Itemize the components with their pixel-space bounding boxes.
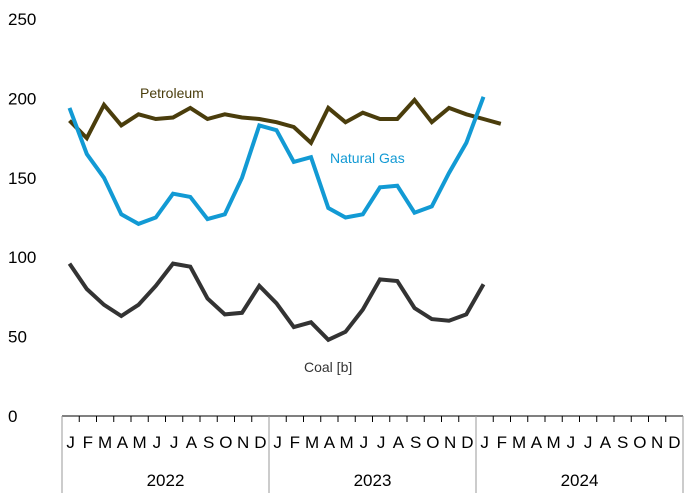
series-line-coal-b	[67, 261, 486, 343]
month-tick-label: A	[531, 433, 543, 452]
year-tick-label: 2023	[354, 471, 392, 490]
month-tick-label: D	[461, 433, 473, 452]
month-tick-label: A	[324, 433, 336, 452]
month-tick-label: N	[237, 433, 249, 452]
month-tick-label: M	[305, 433, 319, 452]
month-tick-label: J	[584, 433, 593, 452]
month-tick-label: M	[133, 433, 147, 452]
month-tick-label: J	[480, 433, 489, 452]
y-tick-label: 150	[8, 169, 36, 188]
month-tick-label: A	[393, 433, 405, 452]
month-tick-label: J	[567, 433, 576, 452]
y-tick-label: 250	[8, 10, 36, 29]
month-tick-label: M	[547, 433, 561, 452]
y-axis-tick-labels: 0 50 100 150 200 250	[8, 10, 36, 426]
month-tick-label: D	[254, 433, 266, 452]
month-tick-label: J	[153, 433, 162, 452]
month-tick-label: O	[426, 433, 439, 452]
y-tick-label: 200	[8, 89, 36, 108]
month-tick-label: M	[340, 433, 354, 452]
month-tick-label: J	[273, 433, 282, 452]
series-lines	[67, 96, 502, 343]
month-tick-label: F	[290, 433, 300, 452]
month-tick-label: N	[651, 433, 663, 452]
year-tick-label: 2022	[147, 471, 185, 490]
y-tick-label: 100	[8, 248, 36, 267]
month-tick-label: F	[497, 433, 507, 452]
month-tick-label: J	[377, 433, 386, 452]
month-tick-label: S	[617, 433, 628, 452]
series-label-coal: Coal [b]	[304, 359, 352, 375]
series-line-natural-gas	[67, 96, 486, 227]
month-tick-label: J	[360, 433, 369, 452]
month-tick-label: A	[600, 433, 612, 452]
month-tick-label: S	[203, 433, 214, 452]
month-tick-label: D	[668, 433, 680, 452]
month-tick-label: O	[633, 433, 646, 452]
month-tick-label: A	[117, 433, 129, 452]
month-tick-label: S	[410, 433, 421, 452]
y-tick-label: 50	[8, 328, 27, 347]
month-tick-label: A	[186, 433, 198, 452]
month-tick-label: J	[170, 433, 179, 452]
month-tick-label: M	[512, 433, 526, 452]
month-tick-label: N	[444, 433, 456, 452]
month-tick-label: J	[66, 433, 75, 452]
month-tick-label: F	[83, 433, 93, 452]
series-label-petroleum: Petroleum	[140, 85, 204, 101]
series-label-natural-gas: Natural Gas	[330, 150, 405, 166]
series-line-petroleum	[68, 96, 502, 147]
y-tick-label: 0	[8, 407, 17, 426]
year-tick-label: 2024	[561, 471, 599, 490]
month-tick-label: O	[219, 433, 232, 452]
month-tick-label: M	[98, 433, 112, 452]
